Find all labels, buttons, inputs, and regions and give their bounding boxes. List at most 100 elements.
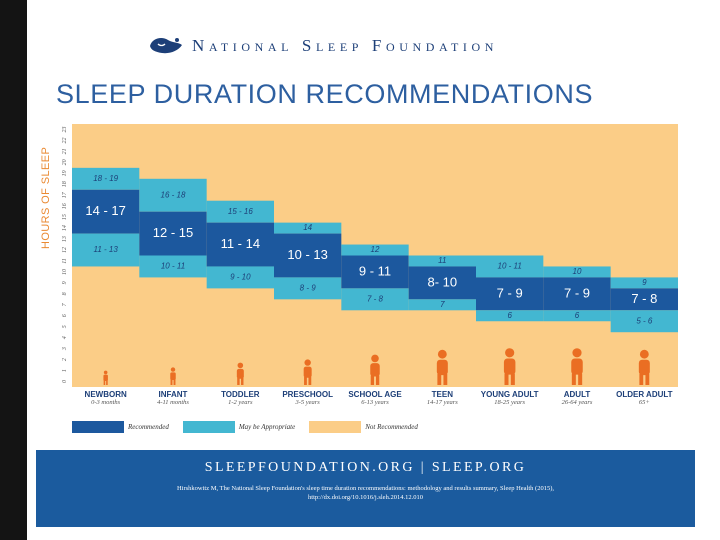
- y-tick-label: 0: [62, 380, 68, 383]
- org-name: National Sleep Foundation: [192, 36, 498, 55]
- appropriate-high-label: 18 - 19: [93, 174, 118, 183]
- appropriate-low-label: 5 - 6: [636, 316, 653, 325]
- category-label: PRESCHOOL 3-5 years: [278, 390, 338, 406]
- page-title: SLEEP DURATION RECOMMENDATIONS: [56, 79, 594, 109]
- y-tick-label: 13: [62, 236, 68, 242]
- category-label: NEWBORN 0-3 months: [76, 390, 136, 406]
- category-name: ADULT: [563, 390, 591, 399]
- band-appropriate-low: [543, 310, 611, 322]
- band-appropriate-high: [72, 167, 140, 190]
- recommended-label: 7 - 9: [497, 285, 523, 300]
- category-label: YOUNG ADULT 18-25 years: [480, 390, 540, 406]
- person-silhouette-icon: [103, 370, 108, 385]
- y-tick-label: 14: [61, 225, 68, 231]
- band-recommended: [72, 189, 140, 234]
- recommended-label: 14 - 17: [85, 203, 125, 218]
- band-recommended: [408, 266, 476, 300]
- band-recommended: [139, 211, 207, 256]
- legend-may-be-appropriate: May be Appropriate: [182, 421, 296, 433]
- band-appropriate-low: [476, 310, 544, 322]
- appropriate-low-label: 8 - 9: [300, 283, 317, 292]
- appropriate-high-label: 15 - 16: [228, 207, 253, 216]
- y-tick-label: 10: [62, 269, 68, 275]
- y-tick-label: 23: [62, 126, 68, 132]
- y-tick-label: 9: [62, 281, 68, 284]
- category-age: 18-25 years: [494, 399, 526, 406]
- org-header: National Sleep Foundation: [148, 34, 498, 58]
- band-recommended: [543, 277, 611, 311]
- person-silhouette-icon: [571, 348, 583, 385]
- band-appropriate-low: [341, 288, 409, 311]
- category-age: 6-13 years: [361, 399, 389, 406]
- person-silhouette-icon: [170, 367, 176, 385]
- band-appropriate-high: [408, 255, 476, 267]
- recommended-label: 11 - 14: [221, 236, 261, 251]
- y-tick-label: 18: [62, 181, 68, 187]
- recommended-label: 8- 10: [428, 274, 458, 289]
- category-age: 0-3 months: [91, 399, 121, 406]
- person-silhouette-icon: [638, 349, 650, 385]
- band-appropriate-high: [341, 244, 409, 256]
- band-recommended: [476, 277, 544, 311]
- category-name: INFANT: [158, 390, 188, 399]
- category-name: OLDER ADULT: [616, 390, 673, 399]
- y-tick-label: 15: [62, 214, 68, 220]
- category-label: TEEN 14-17 years: [412, 390, 472, 406]
- appropriate-low-label: 7 - 8: [367, 294, 384, 303]
- band-recommended: [206, 222, 274, 267]
- band-appropriate-high: [274, 222, 342, 234]
- category-age: 4-11 months: [157, 399, 189, 406]
- appropriate-low-label: 11 - 13: [94, 245, 119, 254]
- legend-swatch-not-recommended: [309, 421, 362, 433]
- band-appropriate-high: [543, 266, 611, 278]
- category-age: 14-17 years: [426, 399, 458, 406]
- y-tick-label: 2: [62, 358, 68, 361]
- y-tick-label: 21: [62, 148, 68, 154]
- y-tick-label: 17: [62, 191, 68, 198]
- category-name: YOUNG ADULT: [480, 390, 539, 399]
- y-tick-label: 11: [62, 258, 68, 264]
- recommended-label: 7 - 8: [631, 291, 657, 306]
- y-tick-label: 12: [62, 247, 68, 253]
- category-label: INFANT 4-11 months: [143, 390, 203, 406]
- y-tick-label: 16: [62, 203, 68, 209]
- band-appropriate-low: [139, 255, 207, 278]
- category-label: SCHOOL AGE 6-13 years: [345, 390, 405, 406]
- appropriate-high-label: 9: [642, 278, 647, 287]
- legend-label: Recommended: [128, 423, 169, 431]
- citation: Hirshkowitz M, The National Sleep Founda…: [36, 484, 695, 502]
- category-name: PRESCHOOL: [282, 390, 333, 399]
- person-silhouette-icon: [503, 348, 516, 385]
- band-appropriate-high: [610, 277, 678, 289]
- category-age: 3-5 years: [295, 399, 320, 406]
- y-tick-label: 5: [62, 325, 68, 328]
- person-silhouette-icon: [303, 359, 312, 385]
- sleeping-face-logo-icon: [150, 38, 182, 54]
- legend-not-recommended: Not Recommended: [309, 421, 418, 433]
- band-recommended: [610, 288, 678, 311]
- appropriate-low-label: 10 - 11: [161, 262, 185, 271]
- footer: SLEEPFOUNDATION.ORG | SLEEP.ORG Hirshkow…: [36, 450, 695, 527]
- y-tick-label: 4: [61, 336, 68, 339]
- recommended-label: 9 - 11: [359, 263, 391, 278]
- band-appropriate-low: [72, 233, 140, 267]
- appropriate-high-label: 11: [438, 256, 446, 265]
- band-recommended: [341, 255, 409, 289]
- legend-recommended: Recommended: [72, 421, 169, 433]
- legend-label: May be Appropriate: [238, 423, 296, 431]
- y-tick-label: 20: [62, 159, 68, 165]
- appropriate-high-label: 10: [573, 267, 582, 276]
- band-appropriate-low: [206, 266, 274, 289]
- category-label: OLDER ADULT 65+: [614, 390, 674, 406]
- recommended-label: 10 - 13: [287, 247, 327, 262]
- category-label: TODDLER 1-2 years: [210, 390, 270, 406]
- person-silhouette-icon: [236, 362, 244, 385]
- y-tick-label: 8: [62, 292, 68, 295]
- appropriate-low-label: 7: [440, 300, 445, 309]
- recommended-label: 7 - 9: [564, 285, 590, 300]
- chart-legend: Recommended May be Appropriate Not Recom…: [72, 421, 432, 433]
- recommended-label: 12 - 15: [153, 225, 193, 240]
- footer-urls: SLEEPFOUNDATION.ORG | SLEEP.ORG: [204, 460, 527, 475]
- category-name: TEEN: [431, 390, 453, 399]
- category-name: SCHOOL AGE: [348, 390, 402, 399]
